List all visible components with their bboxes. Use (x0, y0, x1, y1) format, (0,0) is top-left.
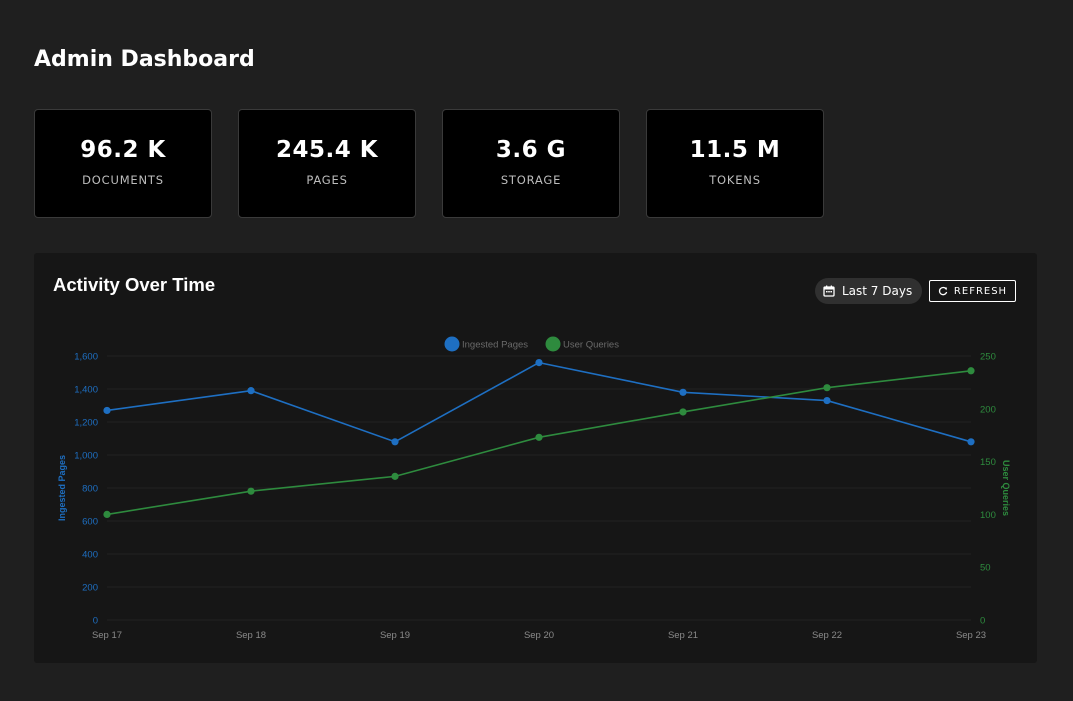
y-right-tick-label: 100 (980, 510, 996, 521)
data-point-ingested-pages (679, 388, 687, 396)
data-point-ingested-pages (103, 406, 111, 415)
y-left-tick-label: 400 (82, 550, 98, 561)
stat-value: 3.6 G (495, 137, 567, 163)
calendar-icon (823, 285, 835, 297)
data-point-user-queries (247, 487, 255, 495)
stats-row: 96.2 K DOCUMENTS 245.4 K PAGES 3.6 G STO… (34, 109, 824, 218)
legend-swatch-user-queries (545, 336, 561, 352)
data-point-ingested-pages (967, 438, 975, 446)
legend-label-user-queries: User Queries (563, 340, 619, 351)
activity-panel: Activity Over Time Last 7 Days REFRESH 0… (34, 253, 1037, 663)
data-point-ingested-pages (391, 438, 399, 446)
data-point-user-queries (535, 433, 543, 441)
refresh-label: REFRESH (953, 285, 1008, 297)
stat-card-documents: 96.2 K DOCUMENTS (34, 109, 212, 218)
y-left-tick-label: 1,200 (74, 418, 98, 429)
y-right-tick-label: 150 (980, 457, 996, 468)
activity-chart: 0 200 400 600 800 1,000 1,200 1,400 1,600 0 50 100 1… (57, 336, 1011, 641)
date-range-selector[interactable]: Last 7 Days (815, 278, 923, 304)
y-right-axis-title: User Queries (1001, 460, 1011, 516)
stat-card-pages: 245.4 K PAGES (238, 109, 416, 218)
data-point-user-queries (103, 510, 111, 518)
y-right-tick-label: 0 (980, 616, 985, 627)
data-point-user-queries (679, 408, 687, 416)
x-tick-label: Sep 18 (236, 630, 266, 641)
stat-value: 245.4 K (275, 137, 379, 163)
y-left-tick-label: 1,000 (74, 451, 98, 462)
legend-swatch-ingested-pages (444, 336, 460, 352)
data-point-user-queries (391, 472, 399, 480)
panel-title: Activity Over Time (53, 274, 216, 295)
series-line-ingested-pages (106, 361, 972, 443)
refresh-icon (938, 286, 948, 296)
y-left-tick-label: 800 (82, 484, 98, 495)
stat-label: TOKENS (709, 173, 761, 187)
data-point-ingested-pages (247, 387, 255, 395)
legend-label-ingested-pages: Ingested Pages (462, 340, 528, 351)
stat-label: DOCUMENTS (82, 173, 164, 187)
stat-label: STORAGE (500, 173, 562, 187)
y-left-axis-title: Ingested Pages (57, 455, 67, 521)
stat-value: 96.2 K (80, 137, 166, 163)
stat-card-storage: 3.6 G STORAGE (442, 109, 620, 218)
page-title: Admin Dashboard (34, 47, 255, 72)
y-left-tick-label: 1,400 (74, 385, 98, 396)
y-left-tick-label: 1,600 (74, 352, 98, 363)
data-point-ingested-pages (535, 359, 543, 367)
x-tick-label: Sep 17 (92, 630, 122, 641)
x-tick-label: Sep 22 (812, 630, 842, 641)
data-point-user-queries (967, 367, 975, 375)
y-right-tick-label: 250 (980, 352, 996, 363)
stat-value: 11.5 M (689, 137, 781, 163)
date-range-label: Last 7 Days (842, 284, 913, 298)
x-tick-label: Sep 21 (668, 630, 698, 641)
stat-card-tokens: 11.5 M TOKENS (646, 109, 824, 218)
x-tick-label: Sep 20 (524, 630, 554, 641)
y-right-tick-label: 50 (980, 563, 991, 574)
y-left-tick-label: 600 (82, 517, 98, 528)
y-left-tick-label: 200 (82, 583, 98, 594)
y-right-tick-label: 200 (980, 404, 996, 415)
x-tick-label: Sep 19 (380, 630, 410, 641)
x-tick-label: Sep 23 (956, 630, 986, 641)
refresh-button[interactable]: REFRESH (929, 280, 1016, 302)
stat-label: PAGES (306, 173, 348, 187)
data-point-ingested-pages (823, 396, 831, 405)
data-point-user-queries (823, 384, 831, 392)
y-left-tick-label: 0 (93, 616, 98, 627)
